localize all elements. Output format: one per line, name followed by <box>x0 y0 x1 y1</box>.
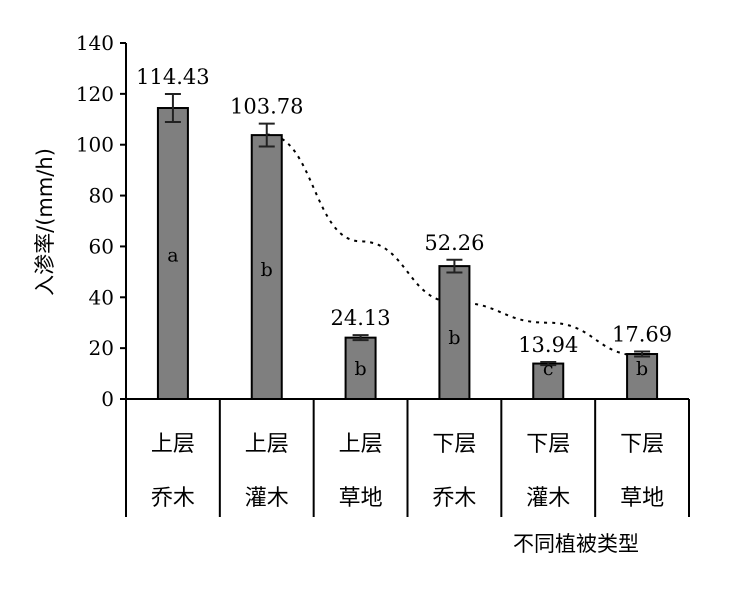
y-axis-title: 入渗率/(mm/h) <box>33 148 57 296</box>
significance-letter: b <box>354 358 366 380</box>
x-axis-title: 不同植被类型 <box>513 532 639 556</box>
data-label: 24.13 <box>331 306 391 330</box>
y-tick-label: 20 <box>89 336 114 360</box>
x-tick-label: 上层 <box>151 432 195 457</box>
y-tick-label: 140 <box>76 31 114 55</box>
x-tick-label: 灌木 <box>526 486 570 511</box>
y-tick-label: 60 <box>89 234 114 258</box>
bar <box>532 362 565 401</box>
significance-letter: c <box>543 358 554 380</box>
data-label: 52.26 <box>424 231 484 255</box>
x-tick-label: 乔木 <box>432 486 476 511</box>
significance-letter: b <box>448 327 460 349</box>
data-label: 13.94 <box>518 333 578 357</box>
significance-letter: b <box>636 358 648 380</box>
trend-line <box>266 133 643 357</box>
x-tick-label: 上层 <box>245 432 289 457</box>
data-label: 114.43 <box>136 65 209 89</box>
x-tick-label: 下层 <box>432 432 476 457</box>
significance-letter: b <box>261 259 273 281</box>
y-tick-label: 0 <box>101 387 114 411</box>
data-label: 17.69 <box>612 322 672 346</box>
y-tick-label: 100 <box>76 133 114 157</box>
x-tick-label: 乔木 <box>151 486 195 511</box>
y-tick-label: 80 <box>89 184 114 208</box>
bar <box>438 265 471 400</box>
x-tick-label: 草地 <box>339 486 383 511</box>
y-tick-label: 120 <box>76 82 114 106</box>
bar <box>344 336 377 401</box>
x-tick-label: 下层 <box>526 432 570 457</box>
x-tick-label: 下层 <box>620 432 664 457</box>
x-tick-label: 灌木 <box>245 486 289 511</box>
significance-letter: a <box>167 245 178 267</box>
x-tick-label: 草地 <box>620 486 664 511</box>
data-label: 103.78 <box>230 95 303 119</box>
y-tick-label: 40 <box>89 285 114 309</box>
x-tick-label: 上层 <box>339 432 383 457</box>
